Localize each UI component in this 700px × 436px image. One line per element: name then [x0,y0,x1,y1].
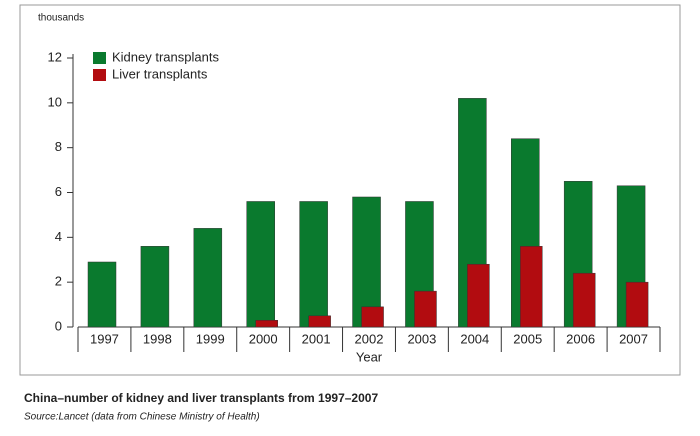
bar [299,201,328,328]
y-tick-label: 2 [55,274,62,289]
legend-label: Liver transplants [112,66,208,81]
x-tick-label: 2005 [513,331,542,346]
bar [308,315,331,328]
bar [352,196,381,328]
bar [140,246,170,328]
legend-label: Kidney transplants [112,49,219,64]
x-tick-label: 2001 [302,331,331,346]
x-tick-label: 2007 [619,331,648,346]
bar [414,290,437,328]
legend-swatch [93,52,106,64]
source: Source:Lancet (data from Chinese Ministr… [24,412,260,423]
x-tick-label: 1997 [90,331,119,346]
bar [255,320,278,328]
y-tick-label: 4 [55,229,62,244]
y-unit-label: thousands [38,13,84,24]
x-tick-label: 1998 [143,331,172,346]
y-tick-label: 6 [55,184,62,199]
bar [625,281,649,328]
bar [361,306,384,328]
x-tick-label: 2004 [460,331,489,346]
bar [87,261,117,328]
y-tick-label: 8 [55,139,62,154]
x-tick-label: 2003 [407,331,436,346]
x-tick-label: 2000 [249,331,278,346]
bar [246,201,275,328]
caption: China–number of kidney and liver transpl… [24,391,378,405]
y-tick-label: 12 [48,49,62,64]
bar [193,228,223,328]
x-axis-label: Year [356,349,383,364]
bar [467,263,490,328]
x-tick-label: 2002 [355,331,384,346]
x-tick-label: 2006 [566,331,595,346]
y-tick-label: 0 [55,318,62,333]
bar [572,272,596,328]
bar [520,246,543,328]
x-tick-label: 1999 [196,331,225,346]
frame [19,4,681,376]
legend-swatch [93,69,106,81]
y-tick-label: 10 [48,94,62,109]
